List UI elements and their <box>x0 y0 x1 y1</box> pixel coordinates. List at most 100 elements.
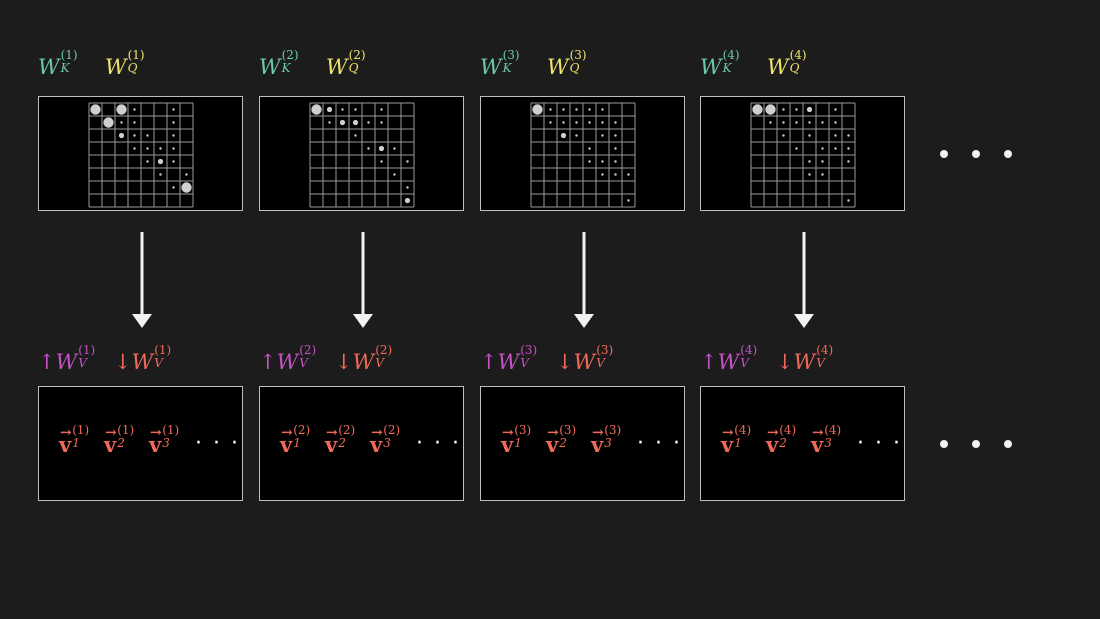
value-down-label-4-superscript: (4) <box>816 343 834 357</box>
value-up-label-2-superscript: (2) <box>299 343 317 357</box>
wk-label-3-base: W <box>480 55 502 79</box>
value-up-label-4: ↑W (4) V <box>700 344 757 374</box>
attention-pattern-panel-1 <box>38 96 243 211</box>
vector-scripts: (3) 3 <box>604 424 621 449</box>
value-up-label-1-scripts: (1) V <box>78 344 95 369</box>
vector-symbol: → v <box>280 426 293 455</box>
attention-weight-dot <box>782 108 785 111</box>
vector-superscript: (1) <box>117 423 135 437</box>
attention-weight-dot <box>614 173 617 176</box>
value-down-label-3-superscript: (3) <box>596 343 614 357</box>
value-down-label-1-scripts: (1) V <box>154 344 171 369</box>
vector-arrow-mark: → <box>105 425 117 441</box>
attention-weight-dot <box>601 121 604 124</box>
value-down-label-3-base: ↓W <box>556 350 596 374</box>
value-down-label-2: ↓W (2) V <box>335 344 392 373</box>
dot <box>1004 150 1012 158</box>
attention-weight-dot <box>834 147 837 150</box>
vector-subscript: 1 <box>514 436 522 450</box>
value-vector-2: → v (4) 2 <box>766 424 796 455</box>
vector-arrow-mark: → <box>60 425 72 441</box>
wq-label-1-subscript: Q <box>127 61 138 75</box>
vector-arrow-mark: → <box>767 425 779 441</box>
wk-label-4-subscript: K <box>722 61 732 75</box>
attention-weight-dot <box>821 147 824 150</box>
vector-scripts: (4) 3 <box>824 424 841 449</box>
attention-weight-dot <box>614 121 617 124</box>
vector-scripts: (1) 2 <box>117 424 134 449</box>
attention-weight-dot <box>116 104 127 115</box>
attention-weight-dot <box>575 134 578 137</box>
attention-weight-dot <box>588 108 591 111</box>
vector-scripts: (1) 3 <box>162 424 179 450</box>
vector-superscript: (3) <box>514 423 532 437</box>
value-down-label-2-superscript: (2) <box>375 343 393 357</box>
value-vector-1: → v (3) 1 <box>501 424 531 455</box>
value-up-label-3-subscript: V <box>520 356 529 370</box>
wk-label-4: W (4) K <box>700 49 740 78</box>
attention-weight-dot <box>393 147 396 150</box>
vector-scripts: (2) 3 <box>383 424 400 449</box>
vector-ellipsis: · · · <box>195 431 240 456</box>
vector-arrow-mark: → <box>592 425 604 441</box>
attention-weight-dot <box>326 106 333 113</box>
attention-weight-dot <box>782 134 785 137</box>
attention-weight-dot <box>133 147 136 150</box>
value-up-label-4-scripts: (4) V <box>740 344 757 369</box>
vector-subscript: 2 <box>559 436 567 450</box>
value-up-label-3-superscript: (3) <box>520 343 538 357</box>
vector-arrow-mark: → <box>150 425 162 441</box>
attention-weight-dot <box>378 145 385 152</box>
attention-pattern-panel-2 <box>259 96 464 211</box>
vector-base: v <box>546 432 559 457</box>
vector-symbol: → v <box>59 426 72 457</box>
vector-arrow-mark: → <box>812 425 824 441</box>
vector-superscript: (4) <box>824 423 842 437</box>
vector-base: v <box>59 432 72 457</box>
vector-symbol: → v <box>811 426 824 455</box>
vector-scripts: (1) 1 <box>72 424 89 449</box>
value-down-label-1-base: ↓W <box>114 350 154 374</box>
attention-weight-dot <box>834 134 837 137</box>
vector-superscript: (4) <box>779 423 797 437</box>
wk-label-4-scripts: (4) K <box>722 49 740 75</box>
vector-subscript: 1 <box>734 436 742 450</box>
value-down-label-4-subscript: V <box>816 356 825 370</box>
wq-label-2-base: W <box>326 55 348 79</box>
dot <box>1004 440 1012 448</box>
attention-weight-dot <box>120 121 123 124</box>
vector-superscript: (1) <box>162 423 180 437</box>
attention-weight-dot <box>601 134 604 137</box>
value-vectors-panel-4: → v (4) 1 → v (4) 2 → v (4) 3 · · · <box>700 386 905 501</box>
value-up-label-4-base: ↑W <box>700 350 740 374</box>
vector-arrow-mark: → <box>281 425 293 441</box>
vector-symbol: → v <box>766 426 779 455</box>
attention-weight-dot <box>560 132 567 139</box>
value-up-label-1: ↑W (1) V <box>38 344 95 373</box>
vector-symbol: → v <box>370 426 383 455</box>
wk-label-2-scripts: (2) K <box>282 49 299 74</box>
vector-subscript: 3 <box>162 436 170 450</box>
value-up-label-2: ↑W (2) V <box>259 344 316 373</box>
attention-grid-2 <box>309 102 415 208</box>
attention-weight-dot <box>90 104 101 115</box>
vector-base: v <box>721 432 734 457</box>
wk-label-1-superscript: (1) <box>60 48 78 62</box>
vector-base: v <box>325 432 338 457</box>
value-vectors-panel-2: → v (2) 1 → v (2) 2 → v (2) 3 · · · <box>259 386 464 501</box>
wq-label-3-base: W <box>547 55 569 79</box>
attention-weight-dot <box>765 104 776 115</box>
attention-weight-dot <box>601 108 604 111</box>
attention-weight-dot <box>795 108 798 111</box>
attention-weight-dot <box>133 121 136 124</box>
vector-arrow-mark: → <box>502 425 514 441</box>
wk-label-1-base: W <box>38 55 60 79</box>
vector-subscript: 1 <box>293 436 301 450</box>
vector-superscript: (2) <box>293 423 311 437</box>
vector-subscript: 2 <box>338 436 346 450</box>
value-up-label-3-base: ↑W <box>480 350 520 374</box>
vector-arrow-mark: → <box>722 425 734 441</box>
attention-pattern-panel-3 <box>480 96 685 211</box>
wq-label-1-base: W <box>105 55 127 79</box>
attention-weight-dot <box>157 158 164 165</box>
